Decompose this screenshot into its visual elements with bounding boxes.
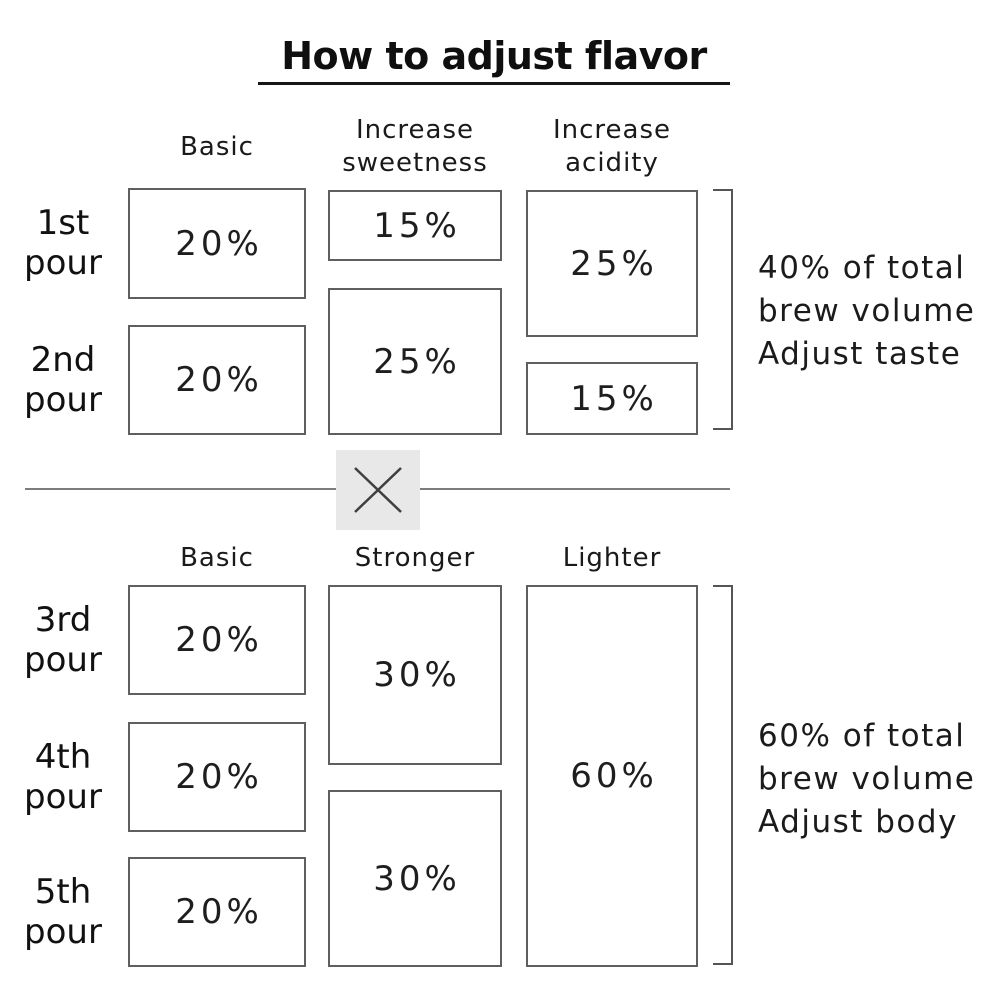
note-adjust-taste: 40% of total brew volume Adjust taste xyxy=(758,250,976,372)
box-basic-pour4: 20% xyxy=(128,722,306,832)
page-title: How to adjust flavor xyxy=(281,34,707,78)
bottom-column-header-stronger: Stronger xyxy=(354,543,476,573)
top-column-header-increase-sweetness: Increase sweetness xyxy=(342,115,488,178)
bottom-column-header-basic: Basic xyxy=(180,543,254,573)
box-basic-pour3: 20% xyxy=(128,585,306,695)
box-acidity-pour1: 25% xyxy=(526,190,698,337)
row-label-2nd-pour: 2nd pour xyxy=(24,340,102,420)
box-basic-pour2: 20% xyxy=(128,325,306,435)
bottom-column-header-lighter: Lighter xyxy=(562,543,662,573)
row-label-1st-pour: 1st pour xyxy=(24,203,102,283)
box-sweetness-pour2: 25% xyxy=(328,288,502,435)
row-label-3rd-pour: 3rd pour xyxy=(24,600,102,680)
top-column-header-increase-acidity: Increase acidity xyxy=(552,115,672,178)
box-acidity-pour2: 15% xyxy=(526,362,698,435)
box-sweetness-pour1: 15% xyxy=(328,190,502,261)
box-basic-pour1: 20% xyxy=(128,188,306,299)
multiply-icon xyxy=(354,467,402,513)
note-adjust-body: 60% of total brew volume Adjust body xyxy=(758,718,976,840)
box-stronger-1: 30% xyxy=(328,585,502,765)
title-underline xyxy=(258,82,730,85)
bracket-60-percent xyxy=(713,585,733,965)
multiply-box xyxy=(336,450,420,530)
box-lighter: 60% xyxy=(526,585,698,967)
row-label-4th-pour: 4th pour xyxy=(24,737,102,817)
bracket-40-percent xyxy=(713,189,733,430)
top-column-header-basic: Basic xyxy=(180,132,254,162)
box-stronger-2: 30% xyxy=(328,790,502,967)
row-label-5th-pour: 5th pour xyxy=(24,872,102,952)
box-basic-pour5: 20% xyxy=(128,857,306,967)
